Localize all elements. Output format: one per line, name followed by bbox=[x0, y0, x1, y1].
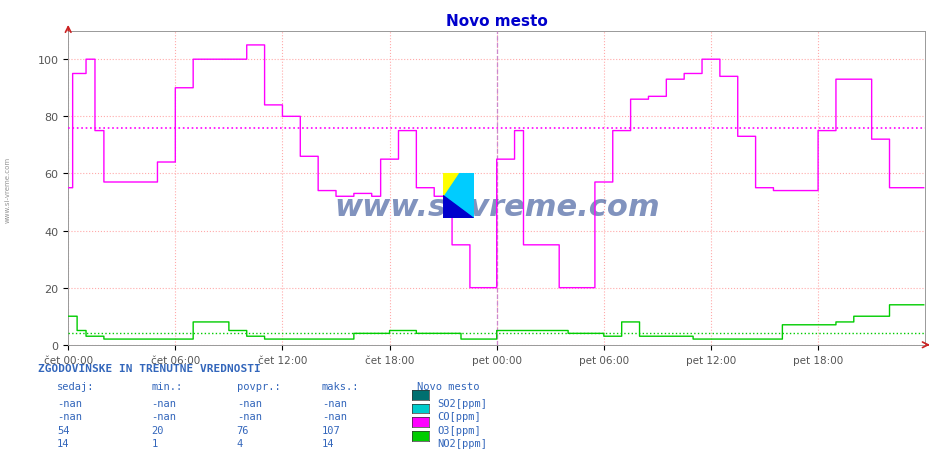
Text: -nan: -nan bbox=[322, 398, 347, 408]
Text: -nan: -nan bbox=[57, 411, 81, 421]
Text: 20: 20 bbox=[152, 425, 164, 435]
Text: 76: 76 bbox=[237, 425, 249, 435]
Text: -nan: -nan bbox=[152, 411, 176, 421]
Text: 54: 54 bbox=[57, 425, 69, 435]
Text: maks.:: maks.: bbox=[322, 381, 360, 391]
Text: Novo mesto: Novo mesto bbox=[417, 381, 479, 391]
Text: 14: 14 bbox=[322, 438, 334, 448]
Text: CO[ppm]: CO[ppm] bbox=[438, 411, 481, 421]
Text: www.si-vreme.com: www.si-vreme.com bbox=[5, 156, 10, 222]
Text: SO2[ppm]: SO2[ppm] bbox=[438, 398, 488, 408]
Polygon shape bbox=[443, 174, 458, 196]
Text: -nan: -nan bbox=[152, 398, 176, 408]
Text: sedaj:: sedaj: bbox=[57, 381, 95, 391]
Text: -nan: -nan bbox=[237, 398, 261, 408]
Text: -nan: -nan bbox=[237, 411, 261, 421]
Text: ZGODOVINSKE IN TRENUTNE VREDNOSTI: ZGODOVINSKE IN TRENUTNE VREDNOSTI bbox=[38, 363, 260, 373]
Text: 107: 107 bbox=[322, 425, 341, 435]
Polygon shape bbox=[443, 174, 474, 219]
Text: -nan: -nan bbox=[57, 398, 81, 408]
Text: 1: 1 bbox=[152, 438, 158, 448]
Text: -nan: -nan bbox=[322, 411, 347, 421]
Text: 4: 4 bbox=[237, 438, 243, 448]
Polygon shape bbox=[443, 196, 474, 219]
Text: O3[ppm]: O3[ppm] bbox=[438, 425, 481, 435]
Text: 14: 14 bbox=[57, 438, 69, 448]
Title: Novo mesto: Novo mesto bbox=[446, 14, 547, 29]
Text: NO2[ppm]: NO2[ppm] bbox=[438, 438, 488, 448]
Text: www.si-vreme.com: www.si-vreme.com bbox=[334, 193, 659, 221]
Text: povpr.:: povpr.: bbox=[237, 381, 280, 391]
Text: min.:: min.: bbox=[152, 381, 183, 391]
